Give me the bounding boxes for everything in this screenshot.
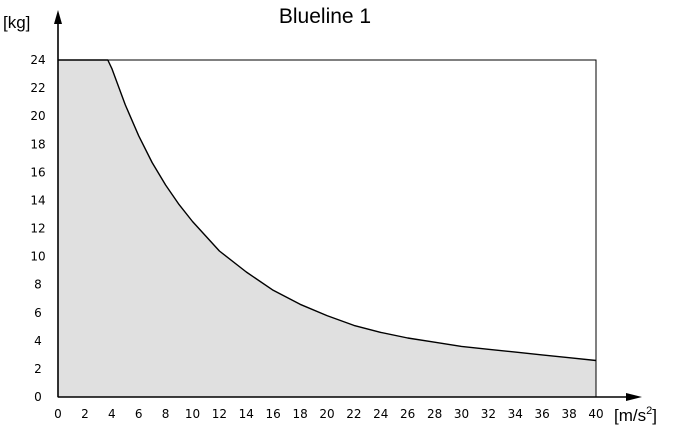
x-axis-label-base: [m/s (614, 406, 646, 425)
x-tick-label: 38 (561, 407, 576, 421)
x-axis-ticks: 0 2 4 6 8 10 12 14 16 18 20 22 24 26 28 30 32 34 36 38 40 (54, 407, 603, 421)
y-tick-label: 6 (34, 306, 42, 320)
chart-title: Blueline 1 (279, 5, 371, 28)
x-tick-label: 22 (346, 407, 361, 421)
x-tick-label: 6 (135, 407, 143, 421)
x-tick-label: 10 (185, 407, 200, 421)
x-tick-label: 18 (292, 407, 307, 421)
y-axis-label: [kg] (3, 13, 30, 32)
x-axis-label: [m/s2] (614, 405, 657, 425)
x-tick-label: 2 (81, 407, 89, 421)
x-tick-label: 0 (54, 407, 62, 421)
y-tick-label: 22 (30, 81, 45, 95)
y-tick-label: 14 (30, 193, 45, 207)
y-axis-arrow-icon (54, 10, 62, 24)
x-tick-label: 8 (162, 407, 170, 421)
x-tick-label: 34 (508, 407, 523, 421)
series-line (58, 59, 597, 362)
x-tick-label: 24 (373, 407, 388, 421)
x-tick-label: 20 (319, 407, 334, 421)
x-tick-label: 4 (108, 407, 116, 421)
area-fill (58, 60, 596, 397)
x-axis-label-end: ] (652, 406, 657, 425)
x-tick-label: 14 (239, 407, 254, 421)
plot-area (58, 59, 597, 397)
y-tick-label: 20 (30, 109, 45, 123)
y-tick-label: 16 (30, 165, 45, 179)
y-tick-label: 8 (34, 278, 42, 292)
x-axis-arrow-icon (626, 393, 642, 401)
y-tick-label: 24 (30, 53, 45, 67)
x-tick-label: 28 (427, 407, 442, 421)
x-tick-label: 36 (535, 407, 550, 421)
x-tick-label: 30 (454, 407, 469, 421)
axes (54, 10, 642, 401)
x-tick-label: 32 (481, 407, 496, 421)
y-tick-label: 4 (34, 334, 42, 348)
x-tick-label: 16 (266, 407, 281, 421)
y-tick-label: 0 (34, 390, 42, 404)
y-tick-label: 18 (30, 137, 45, 151)
y-tick-label: 2 (34, 362, 42, 376)
x-tick-label: 40 (588, 407, 603, 421)
x-tick-label: 26 (400, 407, 415, 421)
y-tick-label: 10 (30, 250, 45, 264)
x-axis-label-sup: 2 (646, 405, 652, 417)
x-tick-label: 12 (212, 407, 227, 421)
y-tick-label: 12 (30, 222, 45, 236)
